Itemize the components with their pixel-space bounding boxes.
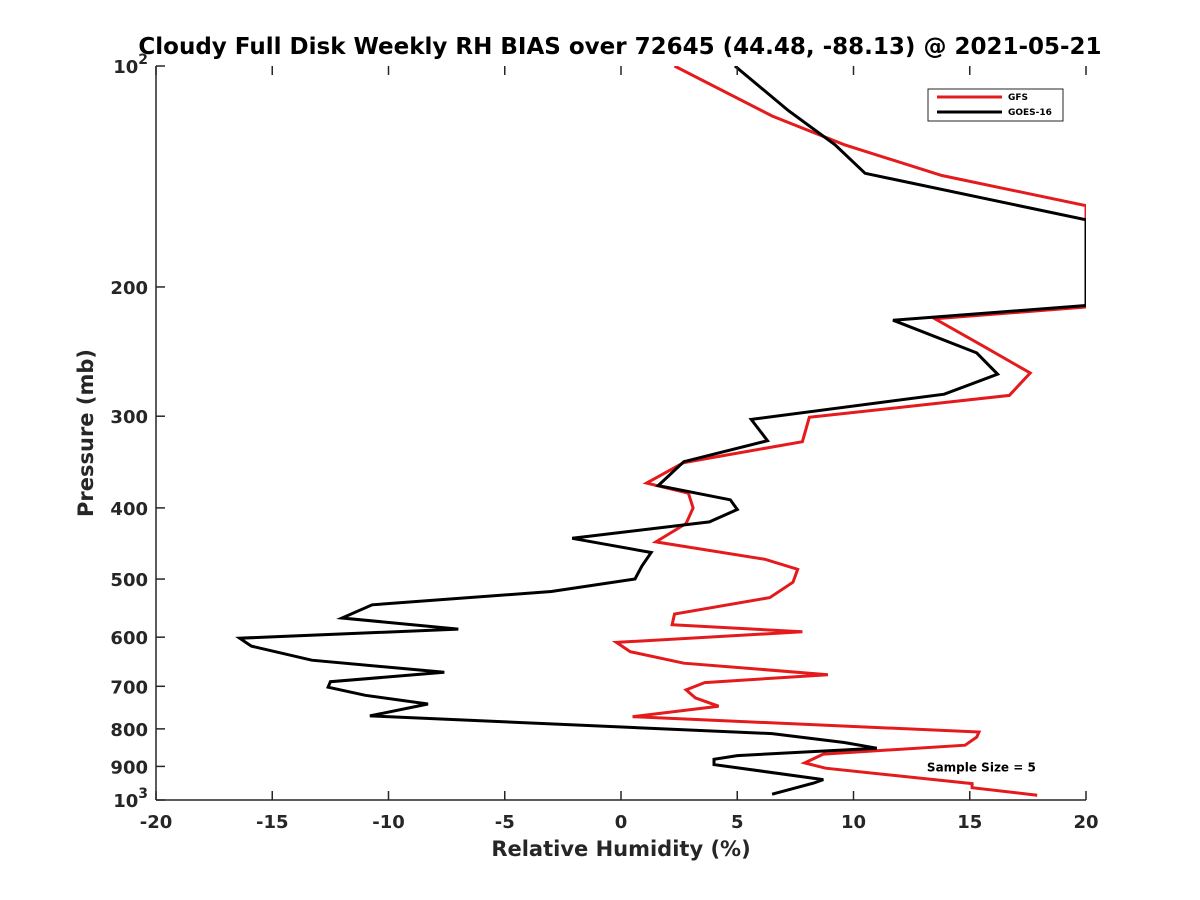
x-tick-label: 20 — [1073, 812, 1098, 833]
x-tick-label: -5 — [495, 812, 515, 833]
legend: GFS GOES-16 — [927, 88, 1064, 122]
legend-label: GFS — [1008, 93, 1028, 103]
legend-label: GOES-16 — [1008, 108, 1052, 118]
x-tick-label: -20 — [140, 812, 173, 833]
y-axis-ticks: 102 200 300 400 500 600 700 800 900 103 — [110, 52, 165, 812]
x-axis-ticks: -20 -15 -10 -5 0 5 10 15 20 — [140, 66, 1099, 833]
x-axis-label: Relative Humidity (%) — [491, 837, 750, 861]
x-tick-label: 5 — [731, 812, 744, 833]
y-tick-label: 600 — [110, 628, 148, 649]
series-layer — [235, 66, 1086, 797]
annotations: Sample Size = 5 — [927, 760, 1036, 774]
y-tick-label: 400 — [110, 499, 148, 520]
x-tick-label: -15 — [256, 812, 289, 833]
y-axis-label: Pressure (mb) — [74, 349, 98, 517]
sample-size-annotation: Sample Size = 5 — [927, 760, 1036, 774]
y-tick-label: 500 — [110, 570, 148, 591]
y-tick-label: 700 — [110, 677, 148, 698]
x-tick-label: 10 — [841, 812, 866, 833]
legend-box — [927, 88, 1064, 122]
y-tick-label: 200 — [110, 278, 148, 299]
chart-title: Cloudy Full Disk Weekly RH BIAS over 726… — [138, 34, 1101, 60]
y-tick-label: 900 — [110, 757, 148, 778]
y-tick-label: 102 — [113, 52, 148, 78]
x-tick-label: -10 — [372, 812, 405, 833]
x-tick-label: 15 — [957, 812, 982, 833]
y-tick-label: 800 — [110, 720, 148, 741]
series-line-goes-16 — [235, 66, 1086, 796]
x-tick-label: 0 — [615, 812, 628, 833]
y-tick-label: 300 — [110, 407, 148, 428]
y-tick-label: 103 — [113, 786, 148, 812]
series-line-gfs — [611, 66, 1086, 797]
